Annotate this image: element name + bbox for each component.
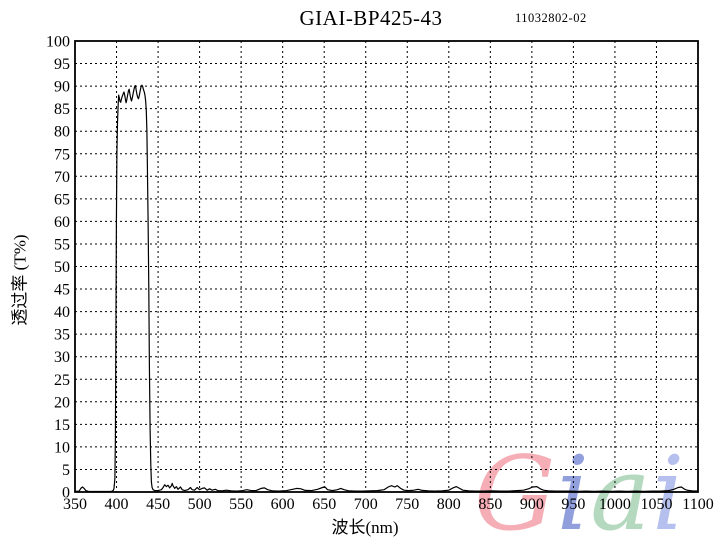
y-tick-label: 50 (54, 259, 70, 276)
x-tick-label: 950 (561, 496, 585, 513)
tick-labels: 350 400 450 500 550 600 650 700 750 800 850 900 950 1… (46, 34, 714, 514)
y-tick-label: 85 (54, 101, 70, 118)
y-tick-label: 90 (54, 79, 70, 96)
y-tick-label: 30 (54, 349, 70, 366)
y-tick-label: 100 (46, 34, 70, 51)
y-tick-label: 60 (54, 214, 70, 231)
x-tick-label: 650 (312, 496, 336, 513)
y-tick-label: 65 (54, 191, 70, 208)
y-tick-label: 70 (54, 169, 70, 186)
chart-title: GIAI-BP425-43 (299, 6, 443, 30)
y-axis-title: 透过率 (T%) (10, 234, 30, 326)
x-tick-label: 450 (146, 496, 170, 513)
y-tick-label: 40 (54, 304, 70, 321)
x-tick-label: 700 (354, 496, 378, 513)
y-tick-label: 0 (62, 485, 70, 502)
serial-number: 11032802-02 (515, 11, 587, 25)
y-tick-label: 10 (54, 439, 70, 456)
x-tick-label: 500 (188, 496, 212, 513)
x-tick-label: 750 (395, 496, 419, 513)
x-tick-label: 1000 (599, 496, 631, 513)
x-tick-label: 800 (437, 496, 461, 513)
x-tick-label: 900 (520, 496, 544, 513)
y-tick-label: 25 (54, 372, 70, 389)
y-tick-label: 95 (54, 56, 70, 73)
x-axis-title: 波长(nm) (331, 518, 399, 537)
y-tick-label: 5 (62, 462, 70, 479)
y-tick-label: 45 (54, 282, 70, 299)
x-tick-label: 1050 (640, 496, 672, 513)
x-tick-label: 1100 (682, 496, 713, 513)
y-tick-label: 15 (54, 417, 70, 434)
grid-lines (75, 41, 698, 492)
transmission-curve (74, 84, 699, 493)
y-tick-label: 80 (54, 124, 70, 141)
x-tick-label: 600 (271, 496, 295, 513)
y-tick-label: 35 (54, 327, 70, 344)
y-tick-label: 20 (54, 394, 70, 411)
x-tick-label: 850 (478, 496, 502, 513)
y-tick-label: 75 (54, 146, 70, 163)
x-tick-label: 350 (63, 496, 87, 513)
x-tick-label: 400 (105, 496, 129, 513)
x-tick-label: 550 (229, 496, 253, 513)
y-tick-label: 55 (54, 236, 70, 253)
plot-border (74, 40, 699, 493)
